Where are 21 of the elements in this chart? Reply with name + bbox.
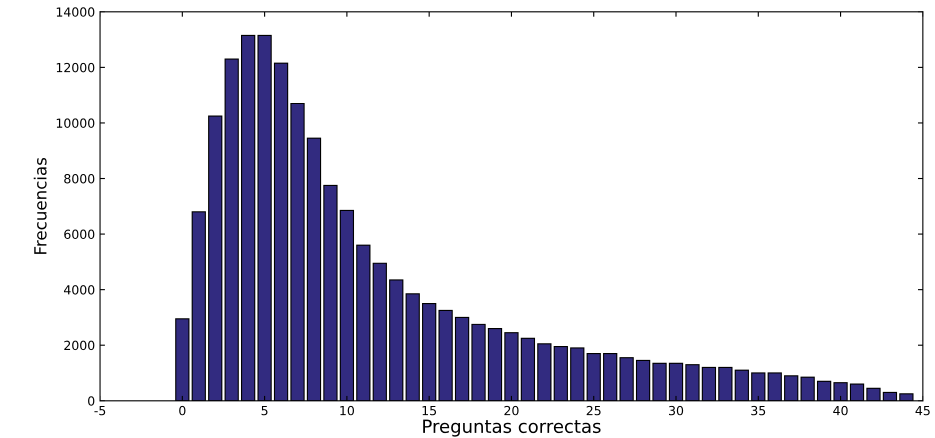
y-tick-label: 6000: [64, 230, 94, 240]
x-tick-label: 45: [916, 406, 930, 416]
x-tick-label: -5: [94, 406, 106, 416]
x-tick-label: 25: [586, 406, 601, 416]
x-tick-label: 0: [179, 406, 186, 416]
x-tick-label: 35: [751, 406, 766, 416]
y-axis-title: Frecuencias: [34, 158, 47, 254]
y-tick-label: 0: [88, 396, 94, 406]
y-tick-label: 10000: [56, 118, 94, 128]
y-tick-label: 8000: [64, 174, 94, 184]
y-tick-label: 12000: [56, 62, 94, 72]
x-tick-label: 40: [833, 406, 848, 416]
x-tick-label: 15: [422, 406, 436, 416]
x-axis-title: Preguntas correctas: [423, 420, 601, 437]
y-tick-label: 4000: [64, 285, 94, 295]
y-tick-label: 14000: [56, 7, 94, 17]
x-tick-label: 20: [504, 406, 519, 416]
x-tick-label: 10: [340, 406, 354, 416]
y-tick-label: 2000: [64, 340, 94, 350]
x-tick-label: 5: [262, 406, 268, 416]
x-tick-label: 30: [669, 406, 684, 416]
